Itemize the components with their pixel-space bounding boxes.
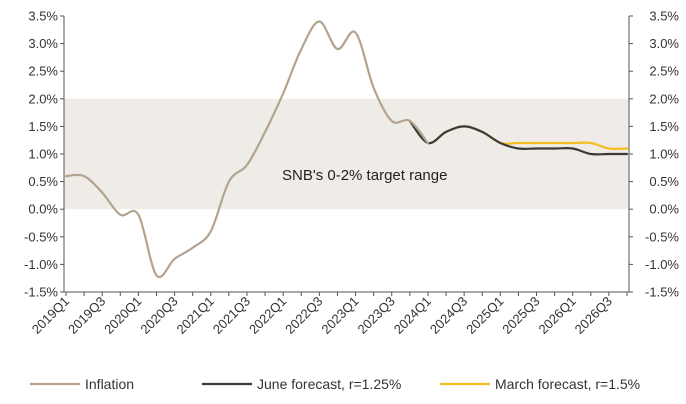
- x-tick-label: 2019Q1: [29, 294, 72, 337]
- y-tick-label-left: 0.5%: [28, 174, 58, 189]
- x-tick-label: 2020Q3: [137, 294, 180, 337]
- y-tick-label-left: -1.0%: [24, 257, 58, 272]
- x-tick-label: 2024Q3: [427, 294, 470, 337]
- legend-label: June forecast, r=1.25%: [257, 376, 401, 392]
- series-line-june-forecast-r-1-25: [408, 119, 629, 156]
- target-range-annotation: SNB's 0-2% target range: [282, 167, 447, 184]
- x-tick-label: 2025Q3: [499, 294, 542, 337]
- x-tick-label: 2020Q1: [101, 294, 144, 337]
- y-tick-label-right: -0.5%: [645, 229, 679, 244]
- y-tick-label-left: 0.0%: [28, 202, 58, 217]
- y-tick-label-left: 1.5%: [28, 119, 58, 134]
- x-tick-label: 2026Q1: [536, 294, 579, 337]
- y-tick-label-right: 3.5%: [649, 9, 679, 24]
- y-tick-label-right: -1.0%: [645, 257, 679, 272]
- y-tick-label-right: 1.0%: [649, 147, 679, 162]
- y-tick-label-right: 2.0%: [649, 91, 679, 106]
- legend-label: Inflation: [85, 376, 134, 392]
- x-tick-label: 2022Q3: [282, 294, 325, 337]
- y-tick-label-right: 3.0%: [649, 36, 679, 51]
- y-tick-label-left: 3.0%: [28, 36, 58, 51]
- legend-label: March forecast, r=1.5%: [495, 376, 640, 392]
- y-tick-label-left: -1.5%: [24, 285, 58, 300]
- x-tick-label: 2023Q1: [318, 294, 361, 337]
- y-tick-label-right: 0.5%: [649, 174, 679, 189]
- y-tick-label-left: 3.5%: [28, 9, 58, 24]
- x-tick-label: 2026Q3: [572, 294, 615, 337]
- y-tick-label-left: 1.0%: [28, 147, 58, 162]
- x-tick-label: 2023Q3: [355, 294, 398, 337]
- y-tick-label-right: 2.5%: [649, 64, 679, 79]
- x-tick-label: 2019Q3: [65, 294, 108, 337]
- y-tick-label-left: -0.5%: [24, 229, 58, 244]
- x-tick-label: 2025Q1: [463, 294, 506, 337]
- y-tick-label-right: -1.5%: [645, 285, 679, 300]
- target-range-band: [64, 98, 629, 210]
- y-tick-label-right: 0.0%: [649, 202, 679, 217]
- x-tick-label: 2021Q3: [210, 294, 253, 337]
- x-tick-label: 2021Q1: [174, 294, 217, 337]
- x-tick-label: 2022Q1: [246, 294, 289, 337]
- x-tick-label: 2024Q1: [391, 294, 434, 337]
- y-tick-label-left: 2.0%: [28, 91, 58, 106]
- y-tick-label-right: 1.5%: [649, 119, 679, 134]
- y-tick-label-left: 2.5%: [28, 64, 58, 79]
- series-line-inflation: [64, 20, 429, 279]
